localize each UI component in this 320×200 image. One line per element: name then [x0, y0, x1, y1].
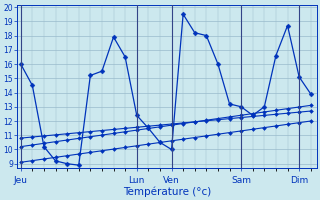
X-axis label: Température (°c): Température (°c) [123, 186, 211, 197]
